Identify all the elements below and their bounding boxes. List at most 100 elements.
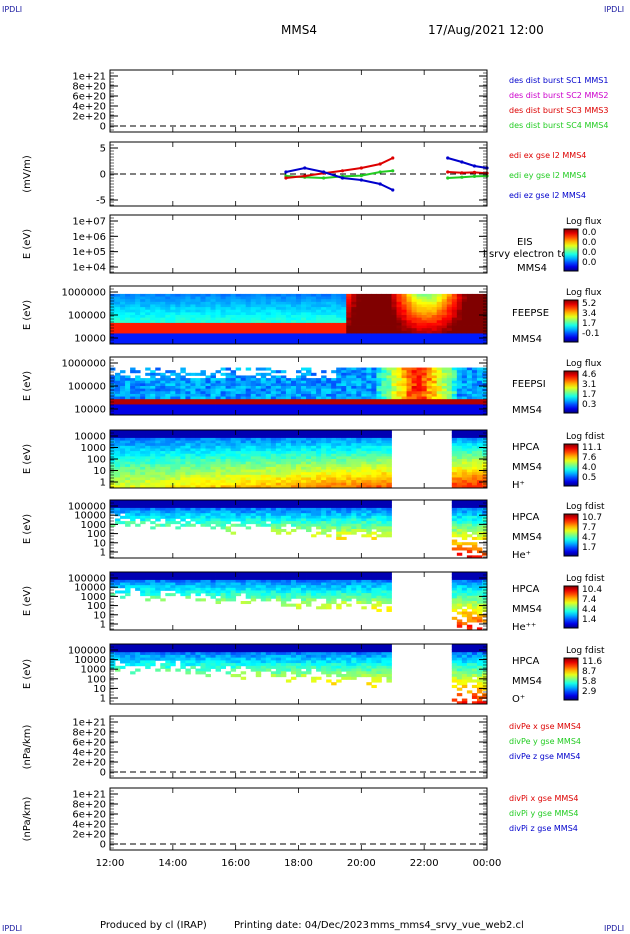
spectrogram-hpca-hepp [110,572,488,631]
colorbar [563,228,579,272]
y-tick-label: 1000 [81,592,106,603]
panel-label: MMS4 [512,532,542,543]
y-tick-label: 8e+20 [72,82,106,93]
y-tick-label: 8e+20 [72,728,106,739]
time-tick-label: 16:00 [221,858,250,869]
colorbar-tick-label: 7.7 [582,523,596,533]
legend-entry: edi ez gse l2 MMS4 [509,191,586,200]
panel-label: HPCA [512,584,540,595]
corner-label-top-left: IPDLI [2,5,23,14]
panel-frame-des-dist [109,69,488,133]
legend-entry: divPi y gse MMS4 [509,809,578,818]
y-tick-label: 1 [100,548,106,559]
y-tick-label: 2e+20 [72,830,106,841]
panel-label: He⁺⁺ [512,622,536,633]
colorbar [563,513,579,557]
y-tick-label: 6e+20 [72,810,106,821]
y-tick-label: 1000 [81,520,106,531]
y-tick-label: 6e+20 [72,92,106,103]
panel-label: MMS4 [517,263,547,274]
colorbar-tick-label: 11.6 [582,657,602,667]
y-axis-label: E (eV) [22,586,33,616]
legend-entry: edi ex gse l2 MMS4 [509,151,586,160]
y-tick-label: 100 [87,455,106,466]
date-title: 17/Aug/2021 12:00 [428,23,544,37]
y-axis-label: E (eV) [22,659,33,689]
colorbar-tick-label: 0.5 [582,473,596,483]
y-tick-label: 1000000 [61,288,106,299]
colorbar-tick-label: 1.7 [582,319,596,329]
y-tick-label: 1e+05 [72,247,106,258]
y-tick-label: 1e+21 [72,718,106,729]
colorbar [563,585,579,629]
data-point [446,170,450,174]
data-point [340,176,345,180]
panel-label: O⁺ [512,694,525,705]
y-tick-label: 10 [93,684,106,695]
data-point [472,174,477,178]
y-tick-label: 2e+20 [72,758,106,769]
y-tick-label: 1e+07 [72,217,106,228]
footer-produced-by: Produced by cl (IRAP) [100,920,207,931]
y-tick-label: 10 [93,610,106,621]
legend-entry: divPe y gse MMS4 [509,737,581,746]
y-axis-label: E (eV) [22,444,33,474]
time-tick-label: 18:00 [284,858,313,869]
y-tick-label: 0 [100,170,106,181]
legend-entry: divPe z gse MMS4 [509,752,580,761]
data-point [359,166,363,170]
y-tick-label: 0 [100,122,106,133]
time-tick-label: 22:00 [410,858,439,869]
data-point [359,178,363,182]
colorbar-title: Log flux [566,217,602,227]
y-tick-label: 8e+20 [72,800,106,811]
data-point [460,160,464,164]
series-line [447,157,488,169]
colorbar-tick-label: 0.0 [582,238,597,248]
panel-label: FEEPSI [512,379,546,390]
y-tick-label: 4e+20 [72,820,106,831]
colorbar-title: Log flux [566,288,602,298]
y-axis-label: E (eV) [22,229,33,259]
data-point [472,170,477,174]
colorbar-title: Log flux [566,359,602,369]
y-tick-label: 1e+21 [72,72,106,83]
y-axis-label: E (eV) [22,300,33,330]
data-point [460,175,464,179]
panel-frame-divpe [109,715,488,779]
spectrogram-hpca-h [110,430,488,489]
colorbar-tick-label: 11.1 [582,443,602,453]
time-tick-label: 20:00 [347,858,376,869]
y-tick-label: 10 [93,466,106,477]
colorbar-tick-label: 2.9 [582,687,597,697]
colorbar-tick-label: 5.8 [582,677,597,687]
colorbar-tick-label: 4.4 [582,605,597,615]
colorbar-tick-label: 4.0 [582,463,597,473]
colorbar [563,657,579,701]
time-tick-label: 14:00 [158,858,187,869]
y-tick-label: 1000 [81,665,106,676]
panel-frame-eis [109,214,488,274]
data-point [284,176,288,180]
panel-label: FEEPSE [512,308,549,319]
y-tick-label: 10000 [74,405,106,416]
spectrogram-feeps-e [110,293,488,345]
y-tick-label: 10000 [74,511,106,522]
time-tick-label: 00:00 [473,858,502,869]
colorbar-tick-label: 8.7 [582,667,596,677]
spacecraft-title: MMS4 [281,23,317,37]
y-tick-label: 10000 [74,583,106,594]
y-tick-label: 1 [100,620,106,631]
data-point [460,171,464,175]
y-tick-label: 2e+20 [72,112,106,123]
corner-label-bottom-left: IPDLI [2,924,23,933]
data-point [322,176,326,180]
colorbar-tick-label: 1.4 [582,615,597,625]
colorbar-tick-label: -0.1 [582,329,600,339]
y-tick-label: 1000 [81,443,106,454]
panel-label: MMS4 [512,462,542,473]
panel-label: HPCA [512,656,540,667]
panel-label: He⁺ [512,550,531,561]
colorbar-tick-label: 1.7 [582,543,596,553]
